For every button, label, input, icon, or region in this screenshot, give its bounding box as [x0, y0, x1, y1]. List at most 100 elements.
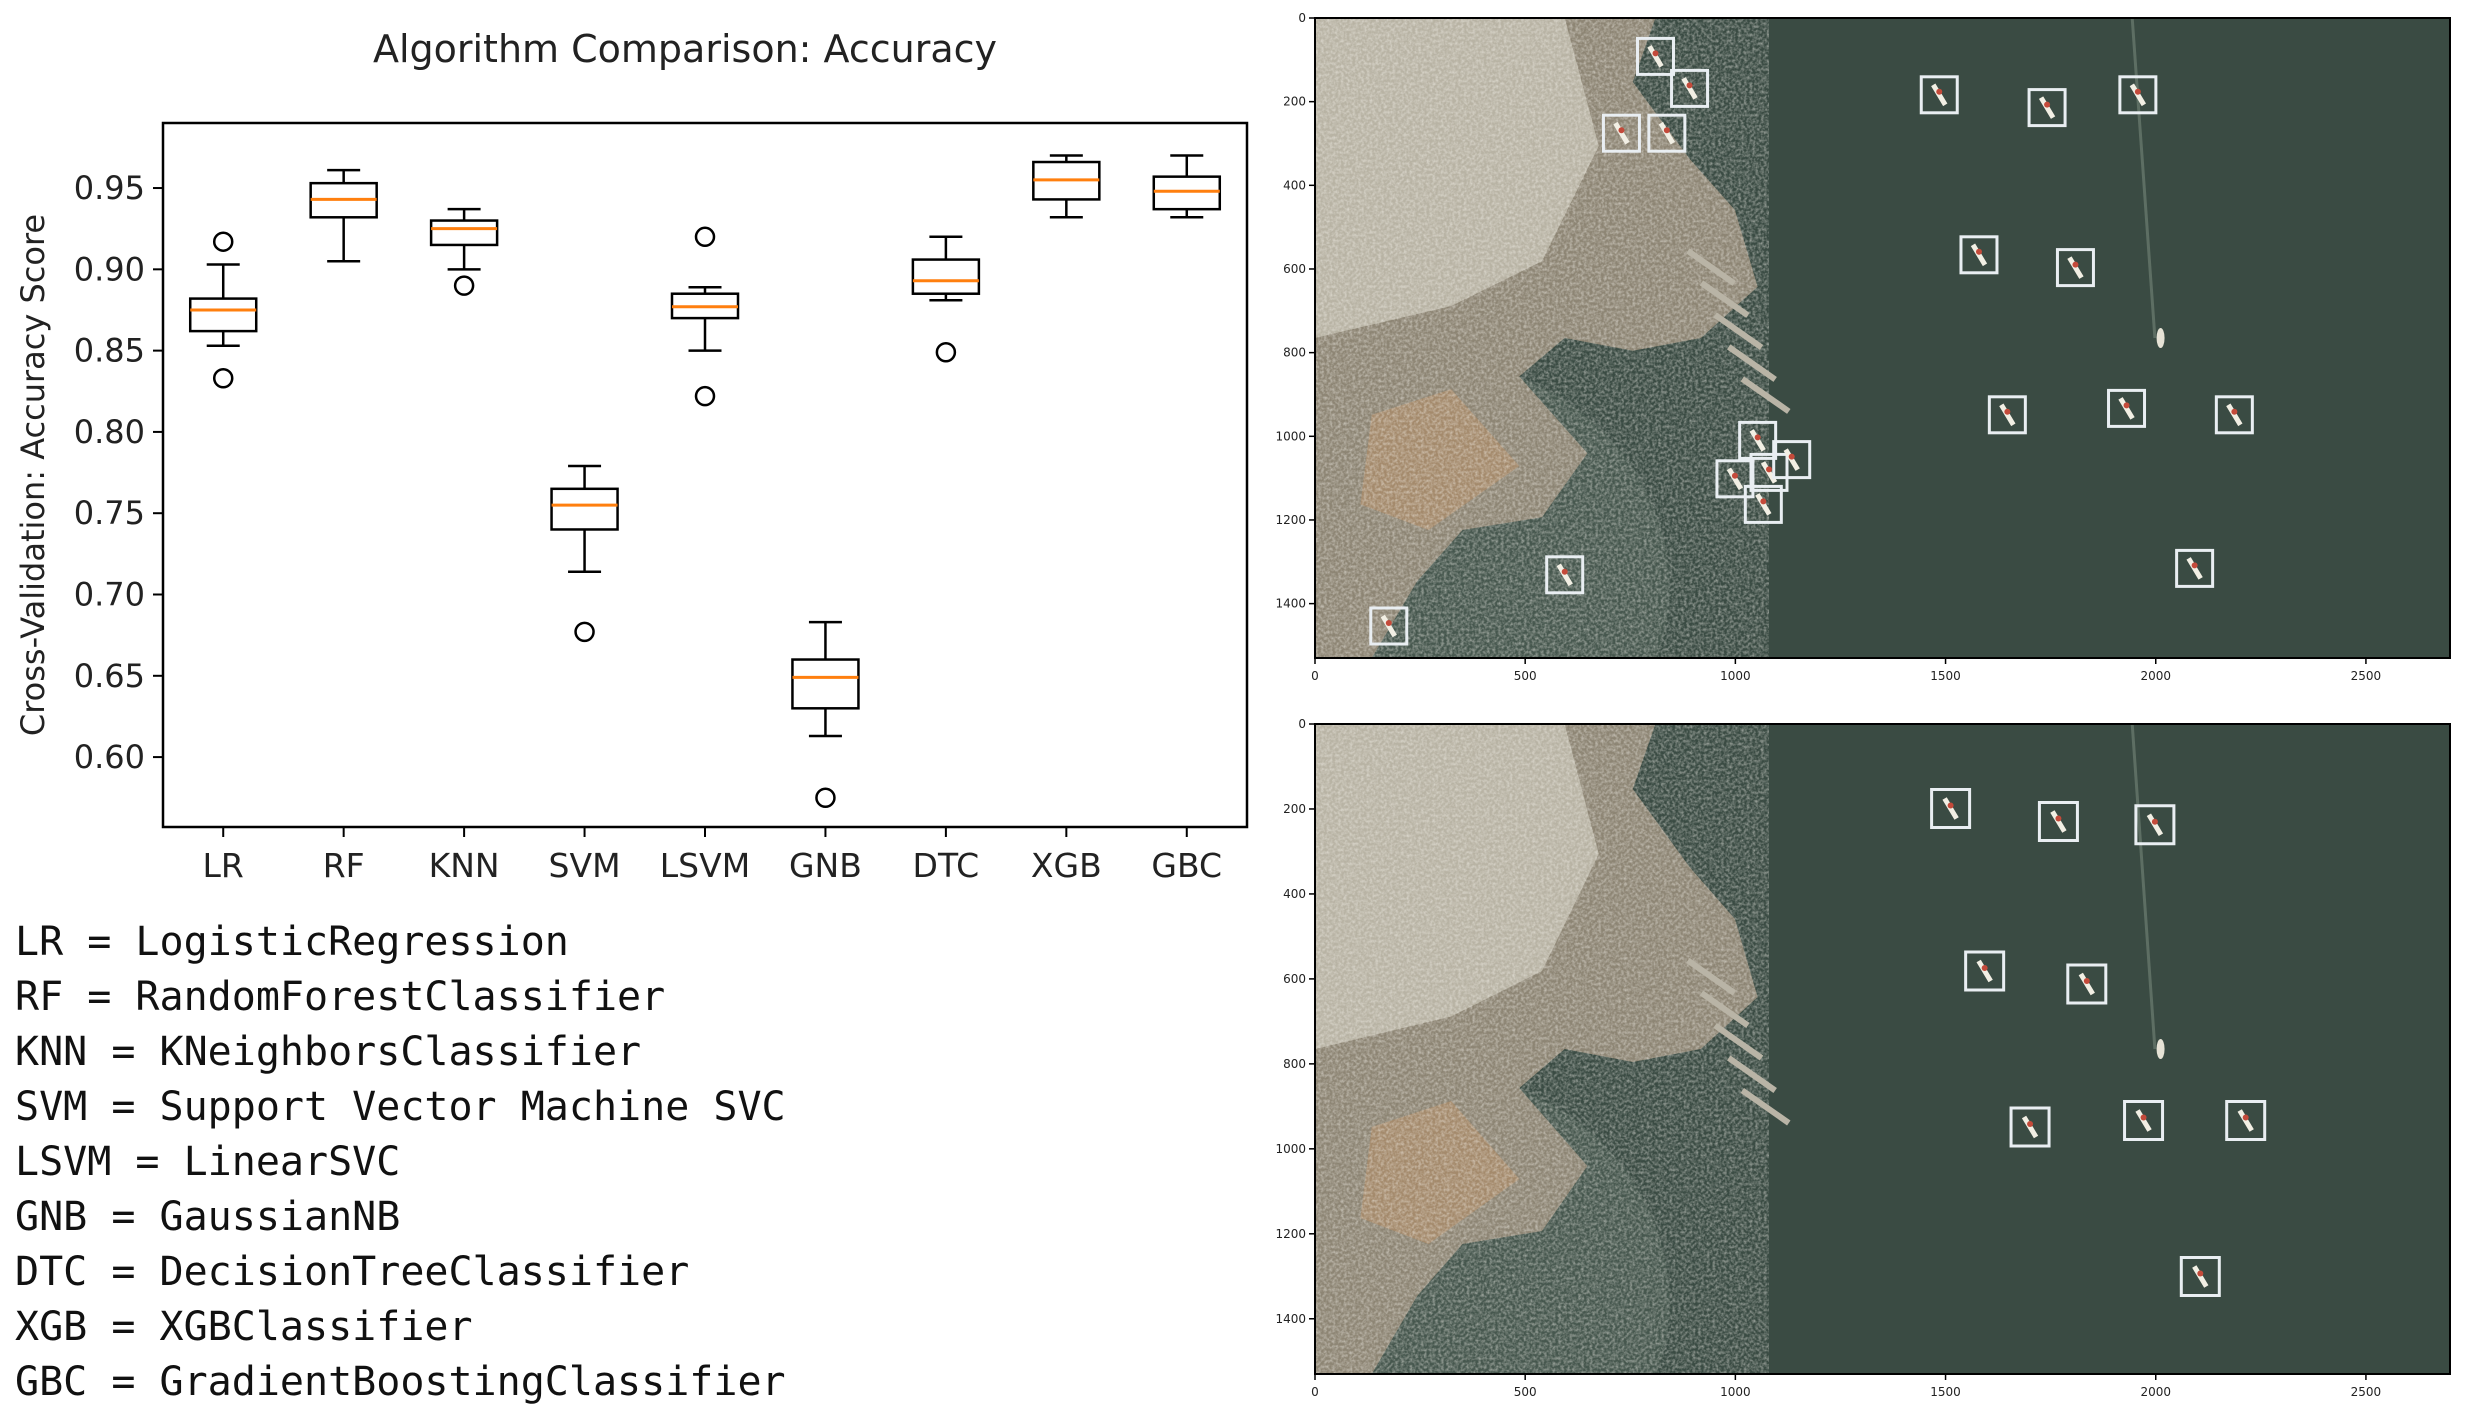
pier — [1740, 376, 1791, 414]
detection-box — [1930, 788, 1972, 829]
ship-mark-accent — [2055, 815, 2062, 822]
y-tick-label: 0.95 — [74, 169, 145, 207]
detection-box — [1545, 555, 1585, 595]
x-tick-label: KNN — [429, 846, 500, 885]
detection-box — [1919, 75, 1959, 115]
iqr-box — [791, 658, 860, 710]
ship-mark-accent — [2134, 88, 2141, 95]
pier — [1686, 248, 1737, 286]
box-lr — [188, 231, 258, 389]
ship-mark-accent — [1981, 965, 1988, 971]
x-tick-label: LR — [203, 846, 244, 885]
y-tick-label: 800 — [1283, 346, 1306, 360]
y-tick-label: 0 — [1298, 11, 1306, 25]
bounding-box — [1545, 555, 1585, 595]
ship-mark-accent — [1618, 127, 1625, 134]
x-tick-label: 2500 — [2351, 669, 2382, 683]
ship-mark-accent — [1385, 620, 1392, 626]
x-tick-label: 1000 — [1720, 669, 1751, 683]
ship-mark-accent — [2191, 562, 2198, 569]
y-tick-label: 0.60 — [74, 738, 145, 776]
box-dtc — [911, 235, 981, 363]
ship-mark-accent — [2072, 261, 2079, 268]
y-tick-label: 0.70 — [74, 576, 145, 614]
ship-mark-accent — [1686, 82, 1693, 89]
y-tick-label: 200 — [1283, 802, 1306, 816]
ship-mark-accent — [2197, 1270, 2204, 1277]
ship-mark-accent — [2242, 1114, 2249, 1121]
outlier-point — [453, 275, 475, 296]
bounding-box — [1959, 235, 1999, 275]
pier — [1740, 1088, 1791, 1126]
ship-mark-accent — [1652, 50, 1659, 57]
legend-line-rf: RF = RandomForestClassifier — [15, 974, 666, 1020]
x-tick-label: RF — [323, 846, 365, 885]
boat-wake — [2130, 724, 2157, 1050]
y-tick-label: 600 — [1283, 262, 1306, 276]
ship-mark-accent — [2004, 408, 2011, 415]
outlier-point — [212, 231, 234, 252]
iqr-box — [1152, 175, 1222, 211]
detection-box — [1369, 606, 1409, 646]
legend-line-gnb: GNB = GaussianNB — [15, 1194, 401, 1240]
ship-mark-accent — [1663, 127, 1670, 134]
detection-box — [1670, 68, 1710, 108]
outlier-point — [694, 385, 716, 407]
bounding-box — [1919, 75, 1959, 115]
detection-box — [1964, 950, 2006, 992]
pier — [1726, 344, 1777, 382]
x-tick-label: XGB — [1031, 846, 1102, 885]
y-tick-label: 0.75 — [74, 494, 145, 532]
ship-mark — [1755, 493, 1772, 516]
y-tick-label: 1000 — [1275, 429, 1306, 443]
x-tick-label: 1500 — [1930, 669, 1961, 683]
ship-mark-accent — [2083, 978, 2090, 984]
satellite-imagery — [1315, 18, 2450, 658]
y-tick-label: 0.65 — [74, 657, 145, 695]
land-texture — [1315, 18, 1769, 658]
bounding-box — [1987, 395, 2027, 435]
ship-mark-accent — [1561, 568, 1568, 575]
land-texture — [1315, 724, 1769, 1374]
pier — [1686, 958, 1737, 996]
y-tick-label: 1000 — [1275, 1142, 1306, 1156]
box-xgb — [1032, 154, 1101, 219]
bounding-box — [2225, 1100, 2267, 1141]
bounding-box — [2123, 1100, 2165, 1141]
bounding-box — [2134, 804, 2176, 846]
bounding-box — [2214, 395, 2254, 435]
image-frame — [1314, 17, 2451, 659]
abbreviation-legend: LR = LogisticRegression RF = RandomFores… — [15, 915, 1215, 1410]
detection-box — [2027, 88, 2067, 128]
ship-mark-accent — [2123, 402, 2130, 409]
box-lsvm — [670, 226, 740, 407]
ship-mark-accent — [1760, 498, 1767, 505]
unmarked-vessel — [2156, 1039, 2165, 1059]
unmarked-vessel — [2156, 328, 2165, 348]
image-frame — [1314, 723, 2451, 1375]
iqr-box — [550, 487, 619, 531]
bounding-box — [1636, 36, 1675, 76]
boxplot-svg: Algorithm Comparison: Accuracy Cross-Val… — [14, 27, 1249, 885]
y-tick-label: 600 — [1283, 972, 1306, 986]
x-tick-label: 0 — [1311, 669, 1319, 683]
detection-box — [1772, 440, 1812, 480]
detection-box — [1647, 113, 1687, 153]
bounding-box — [2027, 88, 2067, 128]
legend-line-knn: KNN = KNeighborsClassifier — [15, 1029, 642, 1075]
x-tick-label: 500 — [1514, 1385, 1537, 1399]
y-axis-label: Cross-Validation: Accuracy Score — [14, 214, 52, 736]
detection-box — [2179, 1256, 2221, 1297]
x-tick-label: LSVM — [660, 846, 750, 885]
bounding-box — [1930, 788, 1972, 829]
x-tick-label: 2000 — [2140, 1385, 2171, 1399]
pier — [1713, 312, 1764, 350]
bounding-box — [1369, 606, 1409, 646]
detection-box — [2123, 1100, 2165, 1141]
y-tick-label: 800 — [1283, 1057, 1306, 1071]
bounding-box — [2175, 548, 2215, 588]
ship-mark-accent — [1788, 453, 1795, 460]
ship-mark-accent — [1947, 802, 1954, 809]
legend-line-xgb: XGB = XGBClassifier — [15, 1304, 473, 1350]
outlier-point — [815, 787, 836, 808]
